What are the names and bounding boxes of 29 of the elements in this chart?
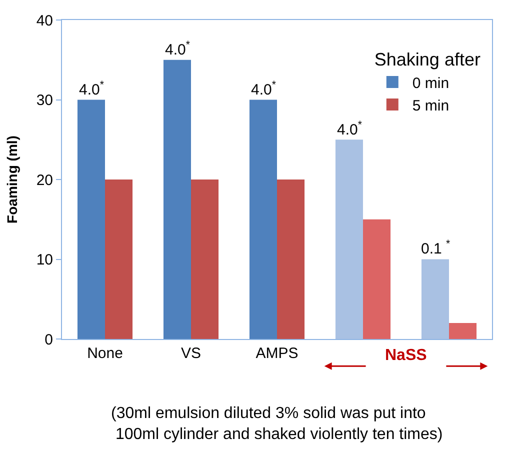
bar <box>449 323 477 339</box>
legend-title: Shaking after <box>374 50 480 70</box>
y-tick-label: 40 <box>36 12 53 30</box>
annotation: 4.0$^{*}$ <box>251 79 276 98</box>
legend-label: 5 min <box>412 97 450 114</box>
legend-label: 0 min <box>412 74 450 92</box>
text: (30ml emulsion diluted 3% solid was put into 100ml cylinder and shaked violently ten times) <box>111 405 443 443</box>
annotation: 4.0$^{*}$ <box>337 119 362 138</box>
bar <box>163 60 191 339</box>
y-tick-label: 20 <box>36 172 53 189</box>
annotation: 4.0$^{*}$ <box>165 39 190 58</box>
bar <box>277 180 305 339</box>
bar <box>249 100 277 339</box>
x-tick-label: VS <box>180 345 202 362</box>
annotation: 0.1 $^{*}$ <box>421 238 450 258</box>
y-tick-label: 0 <box>44 331 53 348</box>
x-tick-label: None <box>87 345 123 362</box>
annotation: 4.0$^{*}$ <box>79 79 104 98</box>
bar <box>191 180 219 339</box>
bar <box>421 259 449 339</box>
x-tick-label: AMPS <box>256 345 298 362</box>
text: NaSS <box>385 347 428 364</box>
bar <box>363 219 391 339</box>
bar <box>77 100 105 339</box>
bar <box>335 140 363 339</box>
y-axis-title: Foaming (ml) <box>4 136 20 224</box>
bar <box>105 180 133 339</box>
y-tick-label: 30 <box>36 92 53 109</box>
y-tick-label: 10 <box>36 252 53 268</box>
